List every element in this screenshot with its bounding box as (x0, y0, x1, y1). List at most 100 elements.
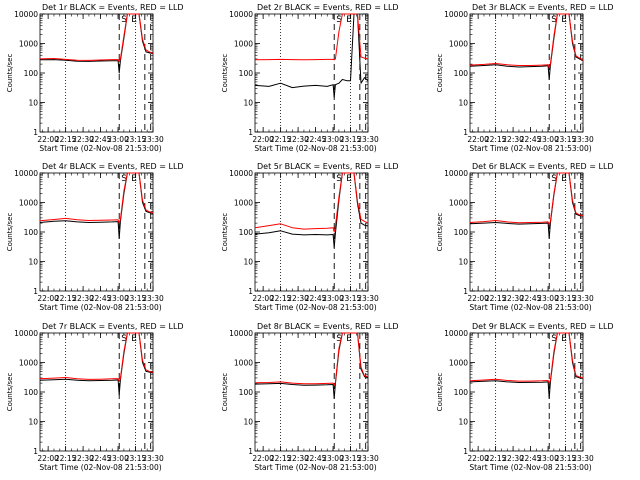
panel-title: Det 9r BLACK = Events, RED = LLD (472, 322, 614, 331)
y-tick-label: 100 (239, 388, 254, 397)
y-axis-label: Counts/sec (436, 213, 444, 252)
x-tick-label: 22:45 (90, 294, 112, 303)
x-tick-label: 22:45 (90, 454, 112, 463)
x-tick-label: 22:45 (305, 294, 327, 303)
panel-det-7: Det 7r BLACK = Events, RED = LLD 1 10 100 10… (6, 322, 184, 472)
x-tick-label: 22:45 (520, 135, 542, 144)
y-tick-label: 1 (463, 287, 468, 296)
panel-title: Det 8r BLACK = Events, RED = LLD (257, 322, 399, 331)
y-axis-label: Counts/sec (221, 373, 229, 412)
x-axis-label: Start Time (02-Nov-08 21:53:00) (254, 463, 376, 472)
y-tick-label: 10 (28, 418, 38, 427)
x-axis-label: Start Time (02-Nov-08 21:53:00) (469, 463, 591, 472)
x-tick-label: 22:15 (270, 135, 292, 144)
x-tick-label: 23:15 (125, 454, 147, 463)
y-tick-label: 1 (248, 287, 253, 296)
y-tick-label: 10 (243, 258, 253, 267)
y-tick-label: 1000 (234, 199, 253, 208)
start-marker-label: S (551, 15, 557, 25)
lld-series-line (254, 172, 369, 233)
y-tick-label: 10000 (229, 329, 253, 338)
x-tick-label: 22:00 (37, 294, 59, 303)
lld-series-line (254, 13, 369, 61)
x-tick-label: 22:00 (467, 135, 489, 144)
y-tick-label: 1 (248, 128, 253, 137)
panel-title: Det 6r BLACK = Events, RED = LLD (472, 162, 614, 171)
x-tick-label: 22:45 (305, 135, 327, 144)
y-tick-label: 100 (454, 388, 469, 397)
x-tick-label: 22:30 (72, 135, 94, 144)
events-series-line (254, 13, 369, 98)
y-tick-label: 1 (33, 287, 38, 296)
y-axis-label: Counts/sec (6, 54, 14, 93)
start-marker-label: S (551, 334, 557, 344)
x-tick-label: 23:15 (555, 294, 577, 303)
x-tick-label: 22:45 (520, 454, 542, 463)
x-tick-label: 22:00 (252, 454, 274, 463)
x-tick-label: 23:30 (357, 294, 379, 303)
panel-title: Det 3r BLACK = Events, RED = LLD (472, 3, 614, 12)
y-tick-label: 1000 (449, 199, 468, 208)
x-tick-label: 23:30 (142, 454, 164, 463)
x-tick-label: 22:30 (287, 454, 309, 463)
x-tick-label: 23:00 (537, 294, 559, 303)
events-series-line (39, 172, 154, 239)
panel-title: Det 7r BLACK = Events, RED = LLD (42, 322, 184, 331)
y-tick-label: 10 (458, 258, 468, 267)
x-tick-label: 22:15 (485, 294, 507, 303)
x-tick-label: 22:30 (502, 135, 524, 144)
y-tick-label: 100 (239, 228, 254, 237)
x-tick-label: 23:30 (142, 294, 164, 303)
panel-det-5: Det 5r BLACK = Events, RED = LLD 1 10 100 10… (221, 162, 399, 312)
plot-frame (39, 172, 154, 292)
start-marker-label: S (336, 334, 342, 344)
y-tick-label: 1 (463, 128, 468, 137)
y-axis-label: Counts/sec (221, 213, 229, 252)
y-tick-label: 1000 (449, 40, 468, 49)
lld-series-line (469, 172, 584, 225)
y-tick-label: 10 (458, 418, 468, 427)
end-marker-label: E (561, 15, 567, 25)
x-tick-label: 23:00 (107, 454, 129, 463)
y-axis-label: Counts/sec (221, 54, 229, 93)
x-tick-label: 22:45 (520, 294, 542, 303)
x-tick-label: 23:00 (537, 135, 559, 144)
panel-det-8: Det 8r BLACK = Events, RED = LLD 1 10 100 10… (221, 322, 399, 472)
x-tick-label: 23:30 (572, 135, 594, 144)
plot-frame (469, 172, 584, 292)
x-tick-label: 23:15 (125, 294, 147, 303)
end-marker-label: E (131, 334, 137, 344)
y-tick-label: 10 (243, 99, 253, 108)
x-tick-label: 22:30 (287, 135, 309, 144)
x-tick-label: 23:00 (322, 454, 344, 463)
x-tick-label: 23:30 (142, 135, 164, 144)
x-tick-label: 22:00 (37, 135, 59, 144)
start-marker-label: S (336, 15, 342, 25)
y-tick-label: 100 (24, 388, 39, 397)
y-tick-label: 1000 (234, 40, 253, 49)
y-tick-label: 100 (454, 228, 469, 237)
y-tick-label: 100 (24, 69, 39, 78)
events-series-line (39, 332, 154, 396)
end-marker-label: E (346, 334, 352, 344)
x-tick-label: 22:00 (467, 454, 489, 463)
end-marker-label: E (561, 174, 567, 184)
panel-det-6: Det 6r BLACK = Events, RED = LLD 1 10 100 10… (436, 162, 614, 312)
y-tick-label: 10 (243, 418, 253, 427)
lld-series-line (39, 172, 154, 224)
y-tick-label: 1 (33, 447, 38, 456)
x-tick-label: 23:00 (322, 135, 344, 144)
y-axis-label: Counts/sec (436, 373, 444, 412)
x-tick-label: 23:15 (555, 454, 577, 463)
x-axis-label: Start Time (02-Nov-08 21:53:00) (254, 303, 376, 312)
y-tick-label: 10 (458, 99, 468, 108)
x-tick-label: 22:00 (252, 135, 274, 144)
lld-series-line (469, 332, 584, 384)
y-tick-label: 1 (463, 447, 468, 456)
x-tick-label: 22:15 (270, 294, 292, 303)
x-tick-label: 23:30 (357, 454, 379, 463)
y-tick-label: 1000 (449, 359, 468, 368)
start-marker-label: S (336, 174, 342, 184)
y-tick-label: 10000 (14, 169, 38, 178)
panel-title: Det 5r BLACK = Events, RED = LLD (257, 162, 399, 171)
